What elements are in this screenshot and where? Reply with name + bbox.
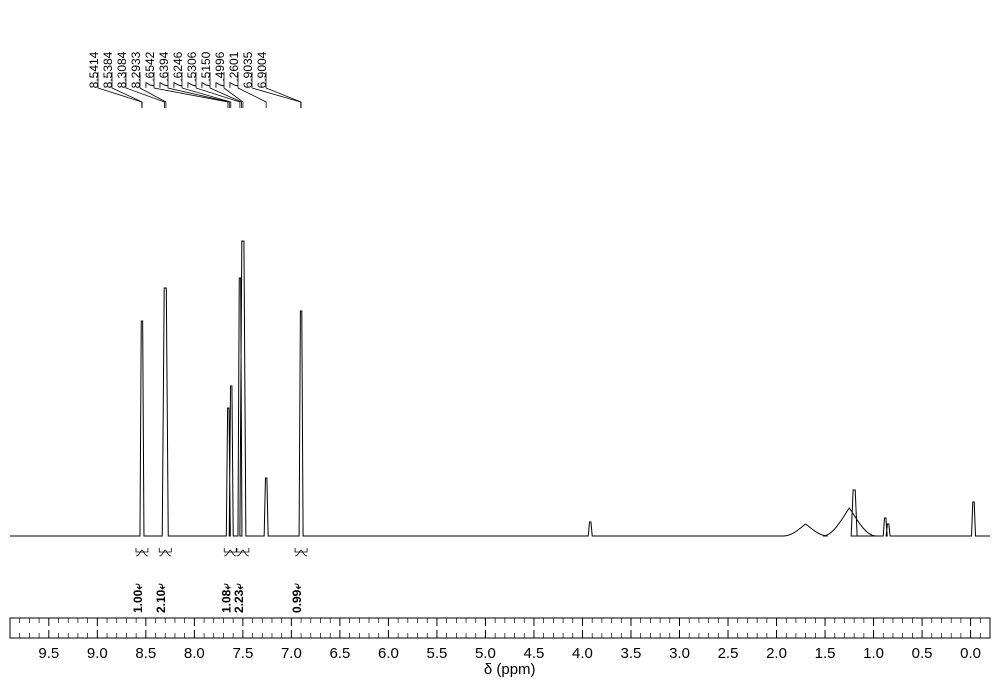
axis-tick-label: 2.0 xyxy=(766,645,787,662)
peak-ppm-label: 7.6246 xyxy=(171,51,185,88)
axis-tick-label: 0.0 xyxy=(960,645,981,662)
axis-tick-label: 6.5 xyxy=(329,645,350,662)
integral-label: 2.23⤶ xyxy=(232,583,246,613)
axis-tick-label: 6.0 xyxy=(378,645,399,662)
peak-ppm-label: 8.3084 xyxy=(115,51,129,88)
peak-ppm-label: 8.5414 xyxy=(87,51,101,88)
peak-ppm-label: 7.6542 xyxy=(143,51,157,88)
axis-tick-label: 0.5 xyxy=(912,645,933,662)
axis-tick-label: 3.0 xyxy=(669,645,690,662)
peak-ppm-label: 7.6394 xyxy=(157,51,171,88)
peak-ppm-label: 6.9035 xyxy=(241,51,255,88)
axis-tick-label: 4.0 xyxy=(572,645,593,662)
axis-tick-label: 1.0 xyxy=(863,645,884,662)
axis-tick-label: 8.5 xyxy=(135,645,156,662)
peak-ppm-label: 8.2933 xyxy=(129,51,143,88)
axis-tick-label: 7.0 xyxy=(281,645,302,662)
peak-ppm-label: 6.9004 xyxy=(255,51,269,88)
nmr-svg: 8.54148.53848.30848.29337.65427.63947.62… xyxy=(0,0,1000,692)
axis-tick-label: 9.0 xyxy=(87,645,108,662)
axis-tick-label: 7.5 xyxy=(232,645,253,662)
peak-ppm-label: 7.5306 xyxy=(185,51,199,88)
peak-ppm-label: 7.2601 xyxy=(227,51,241,88)
axis-tick-label: 5.5 xyxy=(427,645,448,662)
peak-ppm-label: 8.5384 xyxy=(101,51,115,88)
axis-tick-label: 2.5 xyxy=(718,645,739,662)
axis-tick-label: 5.0 xyxy=(475,645,496,662)
integral-label: 0.99⤶ xyxy=(290,583,304,613)
axis-tick-label: 8.0 xyxy=(184,645,205,662)
peak-ppm-label: 7.5150 xyxy=(199,51,213,88)
peak-ppm-label: 7.4996 xyxy=(213,51,227,88)
integral-label: 2.10⤶ xyxy=(154,583,168,613)
integral-label: 1.00⤶ xyxy=(131,583,145,613)
axis-label: δ (ppm) xyxy=(484,661,536,678)
axis-tick-label: 3.5 xyxy=(621,645,642,662)
nmr-spectrum-container: 8.54148.53848.30848.29337.65427.63947.62… xyxy=(0,0,1000,692)
axis-tick-label: 1.5 xyxy=(815,645,836,662)
axis-tick-label: 9.5 xyxy=(38,645,59,662)
axis-tick-label: 4.5 xyxy=(524,645,545,662)
